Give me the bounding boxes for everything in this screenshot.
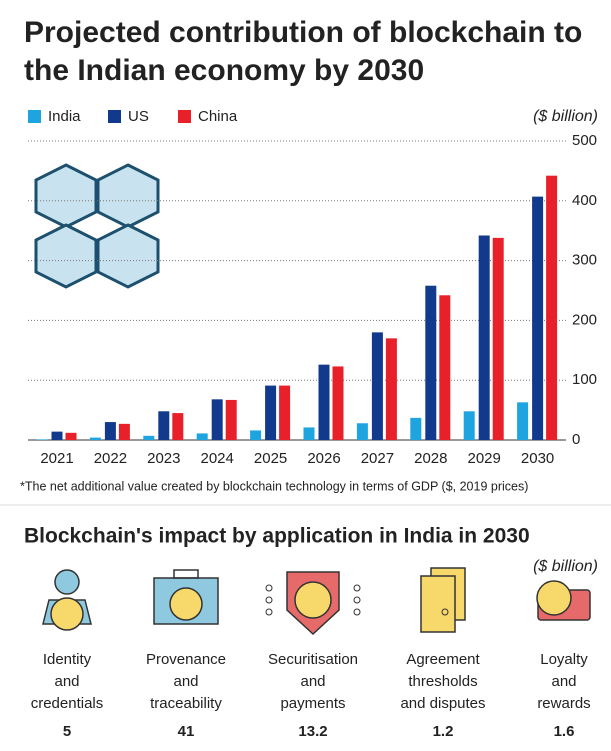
bar [250,430,262,440]
bar [158,411,170,440]
icon-shape [420,575,456,633]
bar [51,431,63,440]
x-tick-label: 2026 [307,450,340,467]
icon-shape [353,608,361,616]
unit-label: ($ billion) [533,558,598,575]
item-label: and [173,673,198,690]
item-label: payments [280,695,345,712]
x-tick-label: 2027 [361,450,394,467]
bar [36,439,48,440]
bar [104,422,116,440]
bar [318,364,330,440]
bar [532,196,544,440]
item-value: 1.6 [554,723,575,740]
bar [332,366,344,440]
x-tick-label: 2029 [468,450,501,467]
y-tick-label: 200 [572,311,597,328]
bar [303,427,315,440]
bar [546,175,558,440]
icon [153,569,219,625]
item-label: Identity [43,651,92,668]
x-tick-label: 2030 [521,450,554,467]
item-label: rewards [537,695,590,712]
icon-shape [536,580,572,616]
x-tick-label: 2028 [414,450,447,467]
y-tick-label: 100 [572,371,597,388]
icon-shape [54,569,80,595]
icon-shape [353,584,361,592]
bar [371,332,383,440]
x-tick-label: 2025 [254,450,287,467]
bar [89,437,101,440]
bar [211,399,223,440]
y-tick-label: 300 [572,252,597,269]
bar [356,423,368,440]
icon-shape [173,569,199,579]
bar [225,399,237,440]
icon-shape [294,581,332,619]
item-label: Agreement [406,651,480,668]
x-tick-label: 2022 [94,450,127,467]
bar [196,433,208,440]
legend-label: US [128,108,149,125]
bar [143,435,155,440]
legend-swatch [108,110,121,123]
legend-label: India [48,108,81,125]
item-label: and [551,673,576,690]
icon-shape [169,587,203,621]
x-tick-label: 2023 [147,450,180,467]
item-label: and [54,673,79,690]
item-label: and disputes [400,695,485,712]
item-value: 1.2 [433,723,454,740]
icon-shape [441,608,449,616]
icon [420,567,466,633]
section-title: Blockchain's impact by application in In… [24,525,530,548]
item-label: credentials [31,695,104,712]
icon-shape [265,596,273,604]
item-value: 5 [63,723,71,740]
footnote: *The net additional value created by blo… [20,479,528,493]
item-label: thresholds [408,673,477,690]
legend-label: China [198,108,238,125]
x-tick-label: 2021 [40,450,73,467]
bar [439,295,451,440]
cube-icon [34,163,160,289]
icon [42,569,92,631]
bar [517,402,529,440]
bar [410,417,422,440]
icon-shape [50,597,84,631]
bar [463,411,475,440]
bar [265,385,277,440]
item-label: Securitisation [268,651,358,668]
item-value: 41 [178,723,195,740]
bar [385,338,397,440]
legend-swatch [178,110,191,123]
bar [492,237,504,440]
chart-title: Projected contribution of blockchain to … [24,16,583,87]
bar [478,235,490,440]
bar [65,432,77,440]
icon [536,580,591,621]
y-tick-label: 400 [572,192,597,209]
unit-label: ($ billion) [533,108,598,125]
icon [265,571,361,636]
item-value: 13.2 [298,723,327,740]
bar [172,413,184,440]
y-tick-label: 500 [572,132,597,149]
item-label: Provenance [146,651,226,668]
icon-shape [265,584,273,592]
y-tick-label: 0 [572,431,580,448]
icon-shape [265,608,273,616]
legend-swatch [28,110,41,123]
icon-shape [353,596,361,604]
item-label: and [300,673,325,690]
x-tick-label: 2024 [201,450,234,467]
item-label: Loyalty [540,651,588,668]
bar [118,423,130,440]
bar [279,385,291,440]
item-label: traceability [150,695,222,712]
bar [425,285,437,440]
